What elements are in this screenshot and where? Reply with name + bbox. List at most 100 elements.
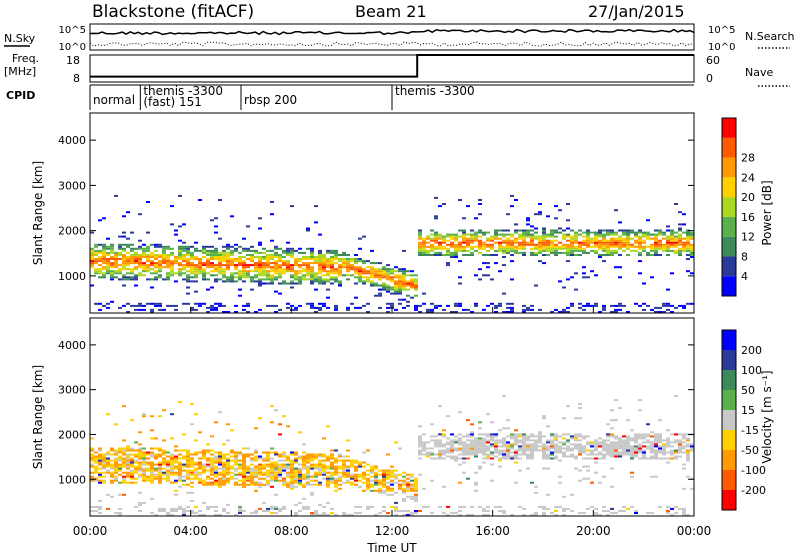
heatmap-cell [646,254,650,256]
heatmap-cell [302,473,306,476]
heatmap-cell [618,308,622,311]
heatmap-cell [94,258,98,260]
heatmap-cell [158,304,162,307]
heatmap-cell [286,455,290,458]
heatmap-cell [486,505,490,508]
heatmap-cell [334,262,338,265]
heatmap-cell [498,241,502,244]
heatmap-cell [310,455,314,458]
freq-tick-top: 18 [66,54,80,67]
heatmap-cell [474,437,478,440]
heatmap-cell [494,235,498,238]
heatmap-cell [194,241,198,244]
heatmap-cell [130,260,134,263]
heatmap-cell [154,262,158,265]
heatmap-cell [262,251,266,254]
heatmap-cell [290,451,294,454]
heatmap-cell [482,437,486,440]
heatmap-cell [582,247,586,250]
heatmap-cell [358,270,362,273]
heatmap-cell [454,455,458,458]
heatmap-cell [210,256,214,258]
heatmap-cell [222,304,226,307]
heatmap-cell [634,447,638,450]
heatmap-cell [542,467,546,470]
heatmap-cell [498,510,502,512]
heatmap-cell [542,237,546,240]
heatmap-cell [198,249,202,252]
heatmap-cell [218,411,222,414]
heatmap-cell [510,235,514,238]
heatmap-cell [306,507,310,510]
heatmap-cell [454,459,458,462]
heatmap-cell [266,451,270,454]
heatmap-cell [434,196,438,199]
heatmap-cell [326,288,330,291]
heatmap-cell [126,447,130,450]
heatmap-cell [670,433,674,436]
heatmap-cell [506,249,510,252]
heatmap-cell [362,473,366,476]
heatmap-cell [142,254,146,256]
heatmap-cell [282,256,286,258]
heatmap-cell [226,453,230,456]
heatmap-cell [146,260,150,263]
heatmap-cell [258,270,262,273]
heatmap-cell [274,453,278,456]
heatmap-cell [498,453,502,456]
heatmap-cell [590,481,594,484]
heatmap-cell [90,254,94,256]
heatmap-cell [102,245,106,248]
heatmap-cell [190,463,194,466]
heatmap-cell [686,245,690,248]
heatmap-cell [90,449,94,452]
heatmap-cell [94,254,98,256]
heatmap-cell [218,451,222,454]
heatmap-cell [586,231,590,234]
heatmap-cell [162,471,166,474]
heatmap-cell [662,445,666,448]
heatmap-cell [382,505,386,508]
heatmap-cell [210,473,214,476]
heatmap-cell [550,311,554,313]
heatmap-cell [262,266,266,269]
heatmap-cell [338,264,342,267]
heatmap-cell [498,505,502,508]
heatmap-cell [486,449,490,452]
heatmap-cell [254,270,258,273]
heatmap-cell [114,512,118,514]
heatmap-cell [410,278,414,281]
heatmap-cell [302,505,306,508]
heatmap-cell [134,247,138,250]
heatmap-cell [482,451,486,454]
heatmap-cell [386,473,390,476]
heatmap-cell [574,417,578,420]
heatmap-cell [566,306,570,309]
heatmap-cell [110,479,114,482]
heatmap-cell [210,463,214,466]
heatmap-cell [474,489,478,492]
heatmap-cell [130,449,134,452]
heatmap-cell [598,239,602,242]
heatmap-cell [126,237,130,240]
heatmap-cell [526,229,530,232]
heatmap-cell [406,300,410,303]
heatmap-cell [118,268,122,271]
heatmap-cell [154,245,158,248]
heatmap-cell [650,457,654,460]
heatmap-cell [198,477,202,480]
heatmap-cell [446,251,450,254]
heatmap-cell [502,292,506,295]
heatmap-cell [578,403,582,406]
heatmap-cell [686,439,690,442]
heatmap-cell [162,245,166,248]
heatmap-cell [586,465,590,468]
heatmap-cell [206,481,210,484]
heatmap-cell [370,284,374,287]
heatmap-cell [278,510,282,512]
heatmap-cell [206,266,210,269]
heatmap-cell [666,243,670,246]
heatmap-cell [642,453,646,456]
heatmap-cell [250,475,254,478]
